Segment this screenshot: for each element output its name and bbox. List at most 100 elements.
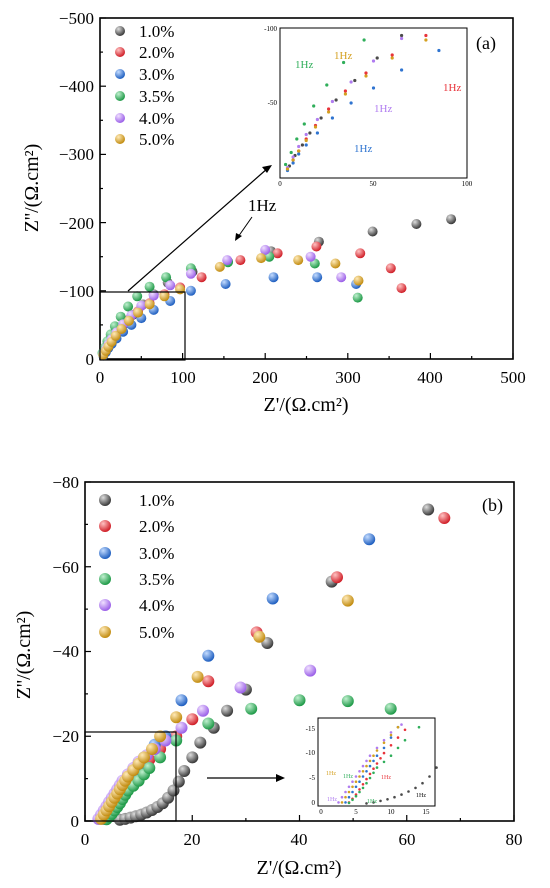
inset-point-5.0pct — [396, 725, 400, 729]
inset-point-4.0pct — [358, 770, 361, 773]
data-point-4.0pct — [234, 681, 247, 694]
data-point-2.0pct — [235, 255, 246, 266]
data-point-5.0pct — [123, 315, 134, 326]
inset-point-3.0pct — [347, 795, 351, 799]
inset-b-xtick-3: 15 — [423, 808, 431, 816]
inset-point-5.0pct — [347, 790, 351, 794]
inset-point-3.0pct — [372, 759, 375, 763]
inset-point-4.0pct — [400, 723, 403, 726]
inset-b-1hz-purple: 1Hz — [327, 797, 337, 803]
x-tick-b-4: 80 — [506, 830, 523, 849]
inset-point-4.0pct — [382, 738, 386, 742]
legend-label-6: 5.0% — [139, 623, 174, 642]
data-point-1.0pct — [178, 765, 191, 777]
x-axis-label-b: Z'/(Ω.cm²) — [257, 857, 342, 879]
data-point-5.0pct — [253, 630, 266, 643]
inset-point-1.0pct — [308, 131, 312, 135]
inset-point-1.0pct — [334, 98, 338, 102]
inset-point-3.5pct — [302, 122, 306, 126]
inset-point-3.5pct — [325, 83, 329, 87]
inset-point-3.0pct — [365, 770, 368, 773]
data-point-1.0pct — [186, 751, 199, 764]
inset-point-3.5pct — [342, 60, 346, 65]
inset-point-3.5pct — [396, 746, 400, 750]
inset-point-5.0pct — [343, 92, 347, 96]
inset-point-3.5pct — [358, 790, 361, 794]
legend-marker-1 — [99, 494, 111, 506]
inset-point-3.5pct — [284, 162, 288, 167]
x-tick-b-2: 40 — [291, 830, 308, 849]
inset-point-3.0pct — [304, 143, 308, 147]
inset-a-xtick-0: 0 — [278, 180, 282, 188]
inset-b: 0 5 10 15 -15 -10 -5 0 1Hz 1Hz 1Hz 1Hz 1… — [306, 717, 438, 816]
data-point-3.5pct — [352, 292, 363, 303]
inset-a-xtick-2: 100 — [462, 180, 473, 188]
y-tick-a-1: −100 — [59, 282, 94, 301]
legend-marker-4 — [99, 573, 111, 585]
inset-a-1hz-blue: 1Hz — [354, 143, 372, 155]
inset-point-2.0pct — [372, 767, 375, 770]
data-point-3.0pct — [312, 272, 323, 283]
data-point-5.0pct — [154, 730, 167, 743]
data-point-2.0pct — [311, 241, 322, 252]
data-point-3.0pct — [268, 272, 279, 283]
data-point-4.0pct — [304, 664, 317, 677]
data-point-5.0pct — [110, 330, 121, 341]
inset-point-5.0pct — [285, 167, 290, 171]
inset-point-4.0pct — [337, 801, 340, 804]
legend-label-3: 3.0% — [139, 65, 174, 84]
inset-point-3.5pct — [368, 776, 372, 780]
x-tick-a-0: 0 — [96, 368, 105, 387]
inset-point-3.0pct — [349, 101, 353, 105]
data-point-1.0pct — [446, 214, 457, 225]
inset-point-1.0pct — [400, 33, 404, 38]
inset-b-xtick-2: 10 — [388, 808, 396, 816]
inset-point-2.0pct — [424, 33, 428, 38]
annotation-1hz-a: 1Hz — [248, 196, 277, 215]
data-point-3.0pct — [266, 592, 279, 605]
data-point-3.5pct — [293, 694, 306, 707]
inset-point-2.0pct — [403, 728, 407, 732]
zoom-arrow-a — [127, 167, 269, 292]
data-point-3.0pct — [220, 279, 231, 289]
inset-b-xtick-1: 5 — [354, 808, 358, 816]
inset-b-xtick-0: 0 — [319, 808, 323, 816]
data-point-2.0pct — [385, 263, 396, 274]
data-point-4.0pct — [185, 268, 196, 279]
legend-label-2: 2.0% — [139, 517, 174, 536]
inset-point-3.5pct — [351, 798, 354, 802]
inset-point-1.0pct — [353, 78, 357, 83]
zoom-arrowhead-b — [276, 774, 285, 782]
inset-frame-a — [279, 27, 468, 179]
data-point-2.0pct — [331, 571, 343, 584]
data-point-5.0pct — [138, 751, 150, 764]
data-point-3.5pct — [144, 281, 155, 292]
inset-point-5.0pct — [389, 733, 393, 737]
data-point-5.0pct — [330, 258, 341, 269]
y-tick-b-0: 0 — [71, 812, 80, 831]
inset-point-3.5pct — [347, 801, 351, 805]
inset-a-1hz-green: 1Hz — [295, 59, 313, 71]
inset-point-4.0pct — [304, 132, 308, 137]
zoom-box-b — [84, 731, 177, 822]
data-point-4.0pct — [336, 272, 347, 283]
inset-point-1.0pct — [421, 781, 424, 785]
annotation-arrowhead-a — [235, 233, 242, 241]
data-point-3.0pct — [363, 533, 376, 546]
data-point-3.5pct — [245, 702, 258, 715]
inset-point-4.0pct — [365, 759, 368, 763]
inset-point-3.5pct — [382, 760, 386, 764]
data-point-4.0pct — [197, 704, 209, 717]
x-tick-b-3: 60 — [399, 830, 416, 849]
inset-point-3.5pct — [403, 738, 407, 742]
data-point-5.0pct — [146, 743, 158, 755]
inset-point-2.0pct — [396, 736, 400, 739]
data-point-5.0pct — [175, 284, 186, 295]
inset-point-2.0pct — [361, 783, 365, 786]
inset-point-3.5pct — [295, 137, 299, 141]
x-tick-b-1: 20 — [184, 830, 201, 849]
inset-a: 0 50 100 -100 -50 1Hz 1Hz 1Hz 1Hz 1Hz — [264, 25, 473, 188]
inset-point-2.0pct — [382, 751, 386, 755]
inset-point-1.0pct — [386, 798, 389, 801]
panel-label-a: (a) — [476, 33, 496, 54]
